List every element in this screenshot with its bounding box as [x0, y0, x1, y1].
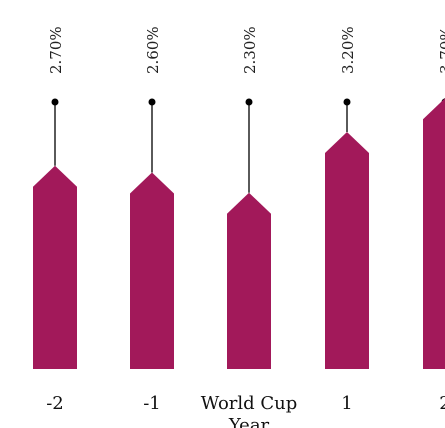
bar-value-label: 3.70%: [437, 26, 445, 74]
bar: [227, 193, 271, 369]
x-tick-label: 2: [439, 393, 445, 414]
value-marker-dot: [344, 99, 351, 106]
bar-value-label: 2.30%: [241, 26, 259, 74]
bar-value-label: 2.60%: [144, 26, 162, 74]
bar: [33, 166, 77, 369]
value-marker-dot: [149, 99, 156, 106]
bar-value-label: 3.20%: [339, 26, 357, 74]
x-tick-label: World Cup Year: [201, 393, 298, 428]
x-tick-label: -2: [46, 393, 64, 414]
x-tick-label: 1: [341, 393, 352, 414]
bar: [423, 98, 445, 369]
value-marker-dot: [246, 99, 253, 106]
x-tick-label: -1: [143, 393, 161, 414]
bar: [130, 173, 174, 370]
bar-value-label: 2.70%: [47, 26, 65, 74]
value-marker-dot: [52, 99, 59, 106]
bar: [325, 132, 369, 369]
